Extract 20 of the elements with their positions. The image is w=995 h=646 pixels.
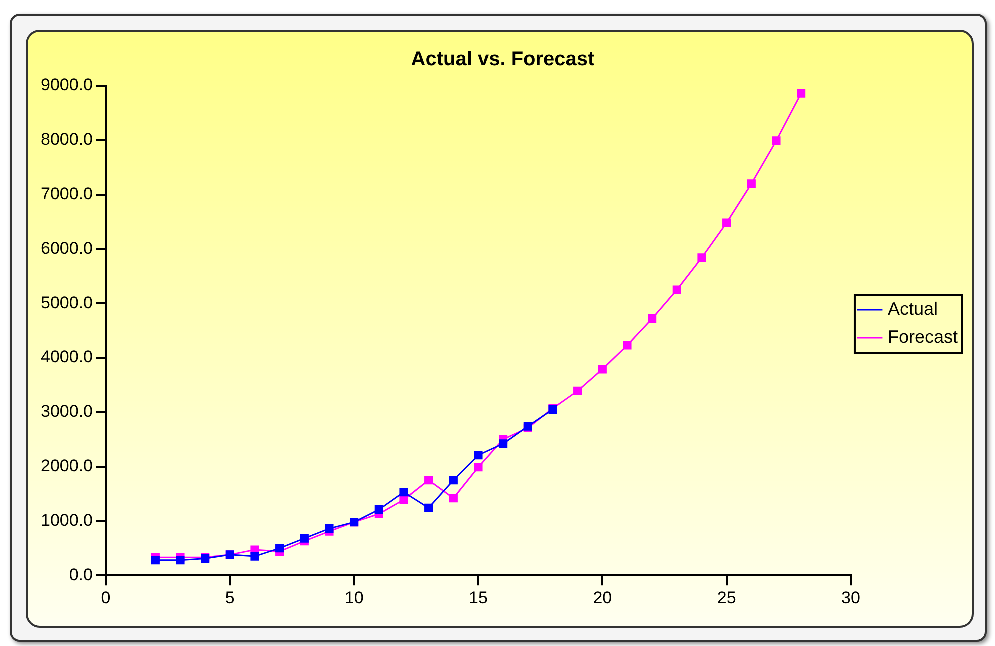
y-tick-label: 2000.0	[40, 456, 93, 476]
x-tick-label: 25	[717, 588, 736, 608]
y-tick-label: 8000.0	[40, 130, 93, 150]
x-tick-label: 5	[225, 588, 235, 608]
x-tick-label: 10	[344, 588, 364, 608]
x-tick-label: 15	[469, 588, 488, 608]
y-tick-label: 3000.0	[40, 402, 93, 422]
x-tick-label: 0	[101, 588, 111, 608]
y-tick-label: 5000.0	[40, 293, 93, 312]
legend-label: Actual	[888, 298, 938, 319]
y-tick-label: 6000.0	[40, 238, 93, 258]
y-tick-label: 1000.0	[40, 510, 93, 530]
x-tick-label: 30	[842, 588, 860, 608]
x-tick-label: 20	[593, 588, 612, 608]
y-tick-label: 7000.0	[40, 184, 93, 204]
y-tick-label: 0.0	[69, 565, 93, 584]
chart-title: Actual vs. Forecast	[411, 48, 596, 71]
y-tick-label: 9000.0	[40, 76, 93, 95]
legend-label: Forecast	[888, 326, 958, 347]
y-tick-label: 4000.0	[40, 348, 93, 367]
